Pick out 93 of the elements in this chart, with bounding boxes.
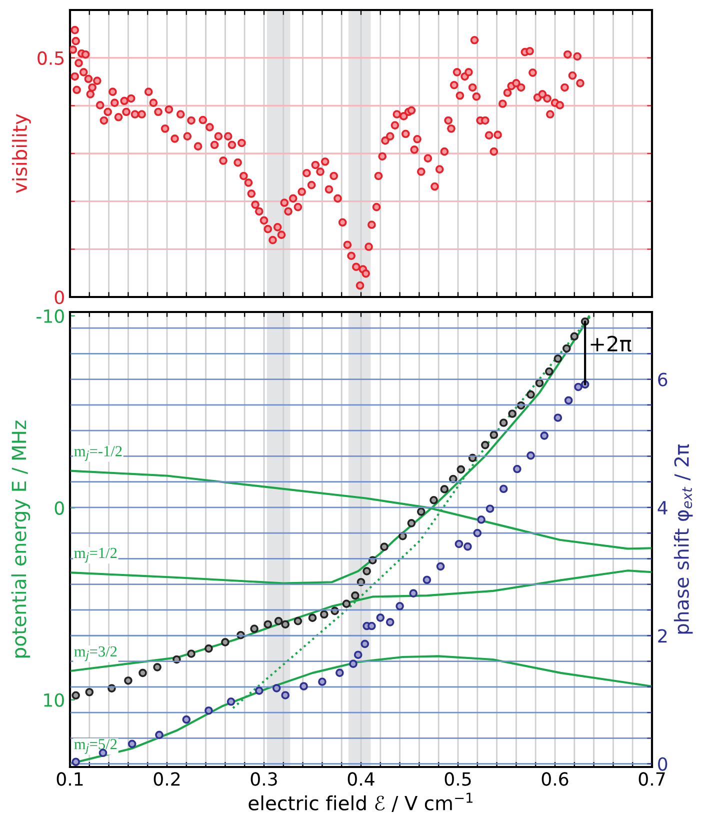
y-axis-title: visibility (12, 114, 31, 193)
point (480, 440, 490, 450)
point (436, 562, 445, 571)
y2-axis-title: phase shift φ$_{ext}$ / 2π (674, 444, 693, 634)
point (226, 697, 236, 706)
point (456, 465, 466, 474)
point (477, 515, 486, 524)
point (254, 686, 264, 695)
point (554, 414, 562, 422)
y-tick-label: 10 (44, 693, 64, 707)
point (526, 451, 535, 460)
x-tick-label: 0.1 (56, 772, 83, 786)
y2-tick-label: 6 (658, 372, 668, 386)
x-tick-label: 0.3 (250, 772, 277, 786)
point (294, 616, 302, 626)
point (342, 600, 351, 608)
point (554, 354, 562, 363)
point (204, 706, 213, 715)
point (570, 332, 579, 341)
point (281, 691, 290, 700)
point (349, 660, 358, 668)
point (407, 519, 416, 528)
x-axis-title: electric field ℰ / V cm$^{−1}$ (248, 792, 472, 812)
point (264, 620, 272, 629)
point (409, 589, 418, 598)
point (72, 758, 80, 766)
y-tick-label: -10 (36, 309, 64, 323)
series-label: m$_{j}$=1/2 (74, 548, 117, 563)
point (368, 622, 376, 630)
point (250, 624, 258, 633)
y2-tick-label: 4 (658, 501, 668, 514)
x-tick-label: 0.4 (348, 772, 374, 786)
point (545, 367, 554, 376)
point (360, 640, 370, 648)
point (182, 715, 191, 724)
point (422, 576, 432, 584)
point (335, 668, 344, 677)
point (396, 602, 404, 610)
point (386, 618, 394, 626)
annotation: +2π (590, 336, 632, 352)
point (351, 591, 360, 600)
point (308, 614, 317, 622)
point (155, 730, 164, 740)
x-tick-label: 0.2 (154, 772, 180, 786)
y-tick-label: 0 (54, 290, 64, 304)
point (574, 382, 582, 392)
x-tick-label: 0.6 (542, 772, 568, 786)
point (124, 676, 132, 685)
y-tick-label: 0 (54, 501, 64, 515)
point (473, 528, 482, 538)
point (204, 644, 213, 653)
y-tick-label: 0.5 (38, 51, 64, 65)
point (376, 614, 385, 622)
point (508, 410, 516, 418)
point (499, 484, 508, 494)
point (513, 464, 522, 474)
point (85, 688, 94, 696)
point (221, 638, 230, 646)
point (320, 610, 328, 619)
y-axis-title: potential energy E / MHz (11, 420, 30, 658)
series-label: m$_{j}$=-1/2 (74, 446, 122, 461)
point (490, 430, 498, 440)
point (486, 504, 494, 513)
y2-tick-label: 2 (658, 629, 667, 642)
point (187, 650, 196, 658)
point (274, 616, 283, 626)
point (499, 418, 508, 427)
series-label: m$_{j}$=3/2 (74, 646, 117, 662)
point (454, 540, 464, 548)
point (380, 542, 388, 551)
x-tick-label: 0.7 (638, 772, 665, 786)
point (300, 682, 308, 690)
point (281, 620, 290, 629)
point (430, 496, 438, 504)
point (564, 396, 573, 405)
point (318, 678, 326, 686)
point (540, 432, 548, 440)
y2-tick-label: 0 (658, 757, 668, 771)
point (562, 344, 571, 353)
point (354, 650, 362, 660)
point (272, 684, 281, 692)
point (464, 542, 472, 551)
point (526, 390, 535, 399)
point (362, 567, 371, 576)
x-tick-label: 0.5 (444, 772, 471, 786)
point (440, 485, 449, 494)
point (138, 668, 147, 678)
point (535, 378, 544, 388)
point (416, 508, 426, 516)
point (128, 740, 136, 748)
point (72, 691, 80, 700)
point (153, 663, 162, 672)
series-label: m$_{j}$=5/2 (74, 739, 117, 754)
